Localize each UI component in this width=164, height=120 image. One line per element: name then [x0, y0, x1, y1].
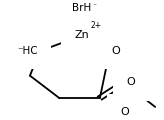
- Text: BrH: BrH: [72, 3, 92, 13]
- Text: Zn: Zn: [75, 30, 89, 40]
- Text: O: O: [111, 46, 120, 56]
- Text: O: O: [120, 108, 129, 117]
- Text: O: O: [127, 77, 135, 87]
- Text: 2+: 2+: [90, 21, 101, 30]
- Text: ⁻: ⁻: [92, 1, 96, 10]
- Text: ⁻HC: ⁻HC: [18, 46, 38, 56]
